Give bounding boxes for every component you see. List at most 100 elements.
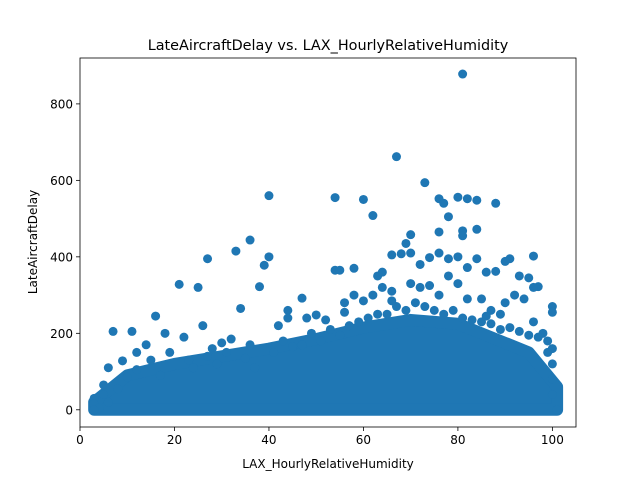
data-point-57 [547,307,557,317]
data-point-91 [519,294,529,304]
data-point-92 [528,282,538,292]
data-point-125 [316,336,326,346]
data-point-82 [425,281,435,291]
data-point-50 [472,254,482,264]
data-point-118 [240,353,250,363]
y-tick-label-200: 200 [50,327,73,341]
x-tick-label-20: 20 [167,433,182,447]
data-point-119 [250,363,260,373]
data-point-130 [363,313,373,323]
data-point-85 [462,294,472,304]
data-point-54 [524,273,534,283]
data-point-20 [259,260,269,270]
data-point-23 [458,231,468,241]
data-point-111 [155,370,165,380]
data-point-97 [547,374,557,384]
data-point-62 [160,328,170,338]
data-point-37 [335,265,345,275]
data-point-58 [103,363,113,373]
data-point-25 [528,251,538,261]
data-point-42 [396,249,406,259]
data-point-152 [387,296,397,306]
data-point-132 [382,309,392,319]
data-point-24 [472,224,482,234]
data-point-134 [401,305,411,315]
data-point-32 [151,311,161,321]
data-point-75 [349,290,359,300]
data-points [88,69,564,416]
data-point-138 [439,309,449,319]
data-point-121 [278,336,288,346]
dense-points-band [88,313,564,416]
data-point-148 [533,332,543,342]
data-point-109 [132,365,142,375]
data-point-98 [552,405,562,415]
x-tick-label-0: 0 [76,433,84,447]
data-point-77 [368,290,378,300]
data-point-96 [547,359,557,369]
data-point-8 [472,195,482,205]
data-point-33 [108,326,118,336]
x-tick-label-100: 100 [541,433,564,447]
data-point-38 [349,263,359,273]
data-point-127 [335,330,345,340]
data-point-74 [340,298,350,308]
axes: 0 20 40 60 80 100 0 200 400 600 800 [50,97,564,447]
data-point-122 [288,342,298,352]
data-point-28 [193,282,203,292]
data-point-141 [467,315,477,325]
data-point-59 [118,356,128,366]
data-point-103 [89,405,99,415]
data-point-7 [462,194,472,204]
data-point-154 [481,311,491,321]
x-tick-label-80: 80 [450,433,465,447]
data-point-35 [297,293,307,303]
data-point-68 [245,340,255,350]
y-axis-label: LateAircraftDelay [26,190,40,294]
data-point-64 [198,321,208,331]
data-point-14 [406,230,416,240]
data-point-5 [358,194,368,204]
data-point-108 [122,372,132,382]
data-point-129 [354,317,364,327]
data-point-76 [358,296,368,306]
data-point-99 [547,389,557,399]
data-point-140 [458,313,468,323]
data-point-107 [113,384,123,394]
data-point-70 [283,313,293,323]
data-point-89 [500,298,510,308]
data-point-49 [462,263,472,273]
data-point-117 [221,347,231,357]
data-point-149 [543,347,553,357]
data-point-65 [207,344,217,354]
data-point-11 [439,198,449,208]
data-point-44 [415,259,425,269]
data-point-3 [264,191,274,201]
data-point-136 [420,302,430,312]
data-point-46 [434,248,444,258]
data-point-51 [481,267,491,277]
data-point-145 [505,323,515,333]
data-point-31 [236,303,246,313]
data-point-139 [448,305,458,315]
data-point-137 [429,305,439,315]
x-axis-label: LAX_HourlyRelativeHumidity [242,457,414,471]
data-point-81 [415,282,425,292]
data-point-88 [495,309,505,319]
data-point-13 [443,212,453,222]
data-point-120 [269,347,279,357]
data-point-131 [373,309,383,319]
data-point-71 [302,313,312,323]
x-tick-label-60: 60 [356,433,371,447]
data-point-135 [410,298,420,308]
data-point-114 [188,363,198,373]
y-tick-label-600: 600 [50,174,73,188]
data-point-106 [103,397,113,407]
data-point-151 [340,307,350,317]
data-point-110 [146,355,156,365]
data-point-9 [491,198,501,208]
data-point-0 [458,69,468,79]
data-point-67 [226,334,236,344]
data-point-61 [141,340,151,350]
